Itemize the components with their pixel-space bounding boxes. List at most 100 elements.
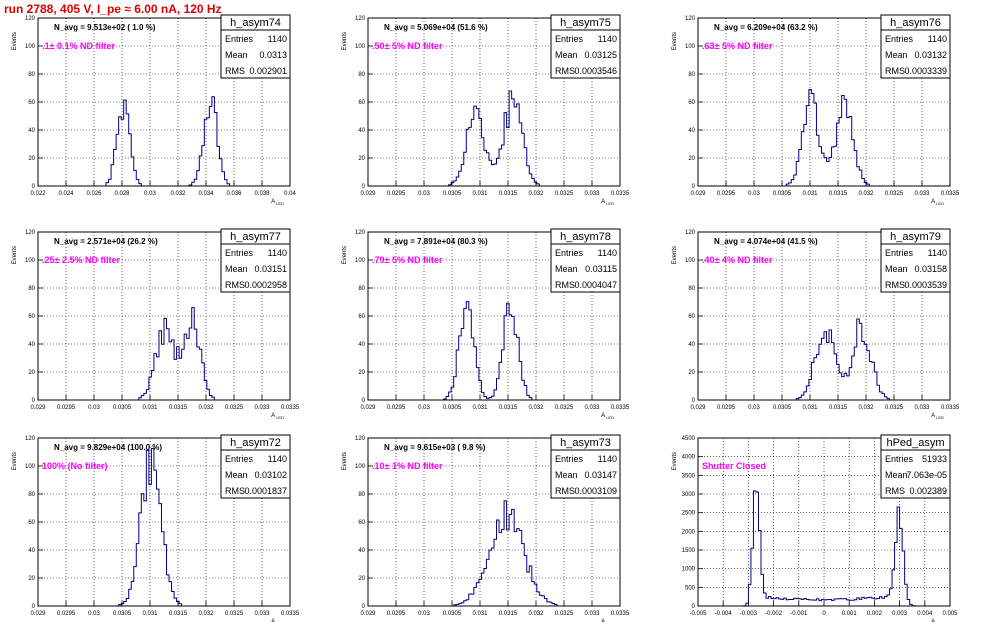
- y-tick-label: 120: [25, 436, 36, 442]
- stats-value: 0.002901: [249, 66, 287, 76]
- x-tick-label: 0.031: [472, 191, 488, 197]
- y-tick-label: 2500: [682, 511, 696, 517]
- x-axis-label: A LED: [271, 199, 284, 206]
- y-tick-label: 80: [688, 72, 695, 78]
- x-axis-label-main: A: [601, 619, 605, 622]
- x-tick-label: 0.0295: [57, 405, 76, 411]
- stats-label: Entries: [555, 34, 584, 44]
- y-tick-label: 60: [688, 100, 695, 106]
- x-tick-label: 0.005: [942, 611, 958, 617]
- x-tick-label: 0.033: [254, 405, 270, 411]
- stats-label: Mean: [225, 50, 248, 60]
- x-tick-label: 0.0305: [773, 405, 792, 411]
- y-tick-label: 20: [28, 576, 35, 582]
- stats-value: 0.0004047: [574, 280, 617, 290]
- y-tick-label: 80: [28, 72, 35, 78]
- stats-value: 1140: [268, 454, 287, 464]
- histogram-name: h_asym74: [230, 17, 281, 29]
- stats-label: Mean: [885, 50, 908, 60]
- y-axis-label: Events: [672, 452, 678, 470]
- x-tick-label: -0.002: [765, 611, 783, 617]
- stats-label: Mean: [885, 264, 908, 274]
- x-axis-label-main: A: [931, 413, 935, 419]
- x-tick-label: 0.03: [144, 191, 156, 197]
- stats-box: [550, 434, 621, 499]
- stats-value: 1140: [268, 34, 287, 44]
- x-tick-label: 0.0315: [169, 405, 188, 411]
- x-tick-label: 0.03: [418, 405, 430, 411]
- histogram-name: hPed_asym: [886, 437, 944, 449]
- x-tick-label: 0.001: [842, 611, 858, 617]
- x-axis-label-main: A: [931, 199, 935, 205]
- x-tick-label: 0.031: [802, 191, 818, 197]
- run-title: run 2788, 405 V, I_pe ≈ 6.00 nA, 120 Hz: [4, 2, 222, 16]
- x-tick-label: 0.0295: [57, 611, 76, 617]
- y-tick-label: 2000: [682, 529, 696, 535]
- x-axis-label: A LED: [931, 199, 944, 206]
- stats-value: 0.03151: [254, 264, 287, 274]
- x-tick-label: 0.0305: [113, 611, 132, 617]
- stats-value: 0.0003339: [904, 66, 947, 76]
- x-tick-label: 0.029: [30, 405, 46, 411]
- x-tick-label: 0.004: [917, 611, 933, 617]
- stats-value: 7.063e-05: [906, 470, 947, 480]
- y-tick-label: 60: [688, 314, 695, 320]
- y-tick-label: 60: [28, 520, 35, 526]
- x-tick-label: 0.0305: [113, 405, 132, 411]
- y-tick-label: 60: [28, 314, 35, 320]
- stats-label: RMS: [225, 486, 245, 496]
- stats-label: RMS: [885, 280, 905, 290]
- x-tick-label: 0.0315: [499, 405, 518, 411]
- y-tick-label: 0: [692, 604, 696, 610]
- stats-value: 1140: [928, 34, 947, 44]
- x-tick-label: 0.0325: [885, 405, 904, 411]
- x-tick-label: 0.033: [584, 611, 600, 617]
- y-tick-label: 0: [32, 184, 36, 190]
- x-axis-label-main: A: [601, 199, 605, 205]
- y-tick-label: 80: [688, 286, 695, 292]
- x-axis-label: A LED: [601, 413, 614, 420]
- x-tick-label: 0.03: [748, 405, 760, 411]
- y-tick-label: 120: [685, 230, 696, 236]
- x-axis-label: A LED: [931, 413, 944, 420]
- x-tick-label: 0.0325: [225, 611, 244, 617]
- stats-box: [550, 14, 621, 79]
- x-tick-label: 0.038: [254, 191, 270, 197]
- x-tick-label: 0.031: [142, 405, 158, 411]
- histogram-panel: 0.029 0.0295 0.03 0.0305 0.031 0.0315 0.032 0.0…: [342, 228, 630, 420]
- histogram-name: h_asym73: [560, 437, 611, 449]
- stats-value: 0.0002958: [244, 280, 287, 290]
- x-tick-label: 0.032: [198, 611, 214, 617]
- histogram-panel: 0.029 0.0295 0.03 0.0305 0.031 0.0315 0.032 0.0…: [342, 14, 630, 206]
- x-tick-label: 0.03: [748, 191, 760, 197]
- x-axis-label-main: A: [271, 619, 275, 622]
- y-tick-label: 3000: [682, 492, 696, 498]
- y-tick-label: 0: [692, 184, 696, 190]
- x-tick-label: 0.0325: [885, 191, 904, 197]
- stats-value: 0.03102: [254, 470, 287, 480]
- filter-annotation: .40± 4% ND filter: [702, 255, 773, 265]
- stats-box: [550, 228, 621, 293]
- stats-label: Entries: [225, 454, 254, 464]
- y-tick-label: 80: [358, 286, 365, 292]
- x-axis-label-main: A: [271, 199, 275, 205]
- x-tick-label: 0.03: [88, 611, 100, 617]
- x-tick-label: 0.029: [690, 191, 706, 197]
- x-tick-label: 0.034: [198, 191, 214, 197]
- navg-label: N_avg = 9.615e+03 ( 9.8 %): [384, 443, 486, 452]
- x-tick-label: 0.0305: [443, 191, 462, 197]
- y-tick-label: 120: [25, 16, 36, 22]
- x-tick-label: 0.033: [914, 191, 930, 197]
- x-tick-label: 0.0335: [941, 405, 960, 411]
- x-axis-label-main: A: [271, 413, 275, 419]
- x-tick-label: 0.0325: [555, 405, 574, 411]
- y-tick-label: 0: [362, 184, 366, 190]
- histogram-series: [698, 89, 950, 187]
- y-tick-label: 20: [688, 370, 695, 376]
- x-axis-label-sub: LED: [275, 201, 284, 206]
- stats-label: Mean: [555, 470, 578, 480]
- y-tick-label: 120: [355, 230, 366, 236]
- histogram-name: h_asym75: [560, 17, 611, 29]
- stats-label: RMS: [225, 66, 245, 76]
- x-tick-label: 0.002: [867, 611, 883, 617]
